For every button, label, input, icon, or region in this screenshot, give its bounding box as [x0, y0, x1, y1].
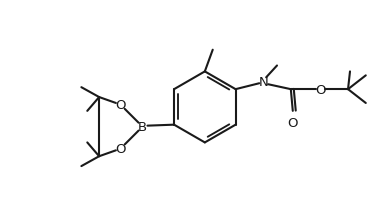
Text: B: B [138, 121, 147, 134]
Text: O: O [315, 83, 326, 96]
Text: O: O [288, 116, 298, 129]
Text: N: N [258, 75, 268, 88]
Text: O: O [115, 99, 126, 112]
Text: O: O [115, 142, 126, 155]
